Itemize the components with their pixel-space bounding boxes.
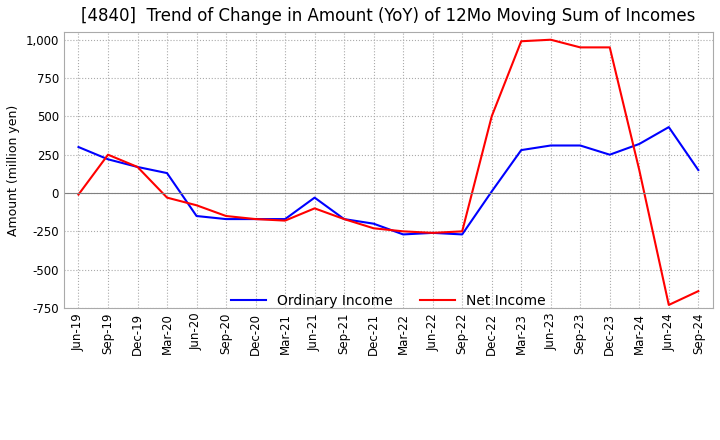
Ordinary Income — [635, 141, 644, 147]
Ordinary Income — [281, 216, 289, 222]
Net Income — [310, 206, 319, 211]
Net Income — [458, 229, 467, 234]
Title: [4840]  Trend of Change in Amount (YoY) of 12Mo Moving Sum of Incomes: [4840] Trend of Change in Amount (YoY) o… — [81, 7, 696, 25]
Ordinary Income — [369, 221, 378, 226]
Net Income — [665, 302, 673, 308]
Ordinary Income — [340, 216, 348, 222]
Net Income — [399, 229, 408, 234]
Net Income — [487, 114, 496, 119]
Ordinary Income — [399, 232, 408, 237]
Ordinary Income — [163, 170, 171, 176]
Net Income — [694, 289, 703, 294]
Ordinary Income — [606, 152, 614, 158]
Ordinary Income — [546, 143, 555, 148]
Net Income — [133, 164, 142, 169]
Legend: Ordinary Income, Net Income: Ordinary Income, Net Income — [225, 288, 552, 314]
Net Income — [74, 192, 83, 197]
Net Income — [163, 195, 171, 200]
Ordinary Income — [133, 164, 142, 169]
Net Income — [517, 39, 526, 44]
Net Income — [576, 45, 585, 50]
Ordinary Income — [487, 189, 496, 194]
Y-axis label: Amount (million yen): Amount (million yen) — [7, 104, 20, 236]
Ordinary Income — [517, 147, 526, 153]
Net Income — [546, 37, 555, 42]
Net Income — [251, 216, 260, 222]
Ordinary Income — [458, 232, 467, 237]
Ordinary Income — [576, 143, 585, 148]
Net Income — [104, 152, 112, 158]
Ordinary Income — [251, 216, 260, 222]
Ordinary Income — [694, 167, 703, 172]
Net Income — [192, 203, 201, 208]
Ordinary Income — [310, 195, 319, 200]
Ordinary Income — [192, 213, 201, 219]
Ordinary Income — [104, 157, 112, 162]
Ordinary Income — [428, 230, 437, 235]
Ordinary Income — [665, 125, 673, 130]
Net Income — [606, 45, 614, 50]
Net Income — [428, 230, 437, 235]
Line: Net Income: Net Income — [78, 40, 698, 305]
Net Income — [281, 218, 289, 223]
Net Income — [340, 216, 348, 222]
Net Income — [635, 167, 644, 172]
Net Income — [222, 213, 230, 219]
Ordinary Income — [74, 144, 83, 150]
Ordinary Income — [222, 216, 230, 222]
Net Income — [369, 226, 378, 231]
Line: Ordinary Income: Ordinary Income — [78, 127, 698, 235]
